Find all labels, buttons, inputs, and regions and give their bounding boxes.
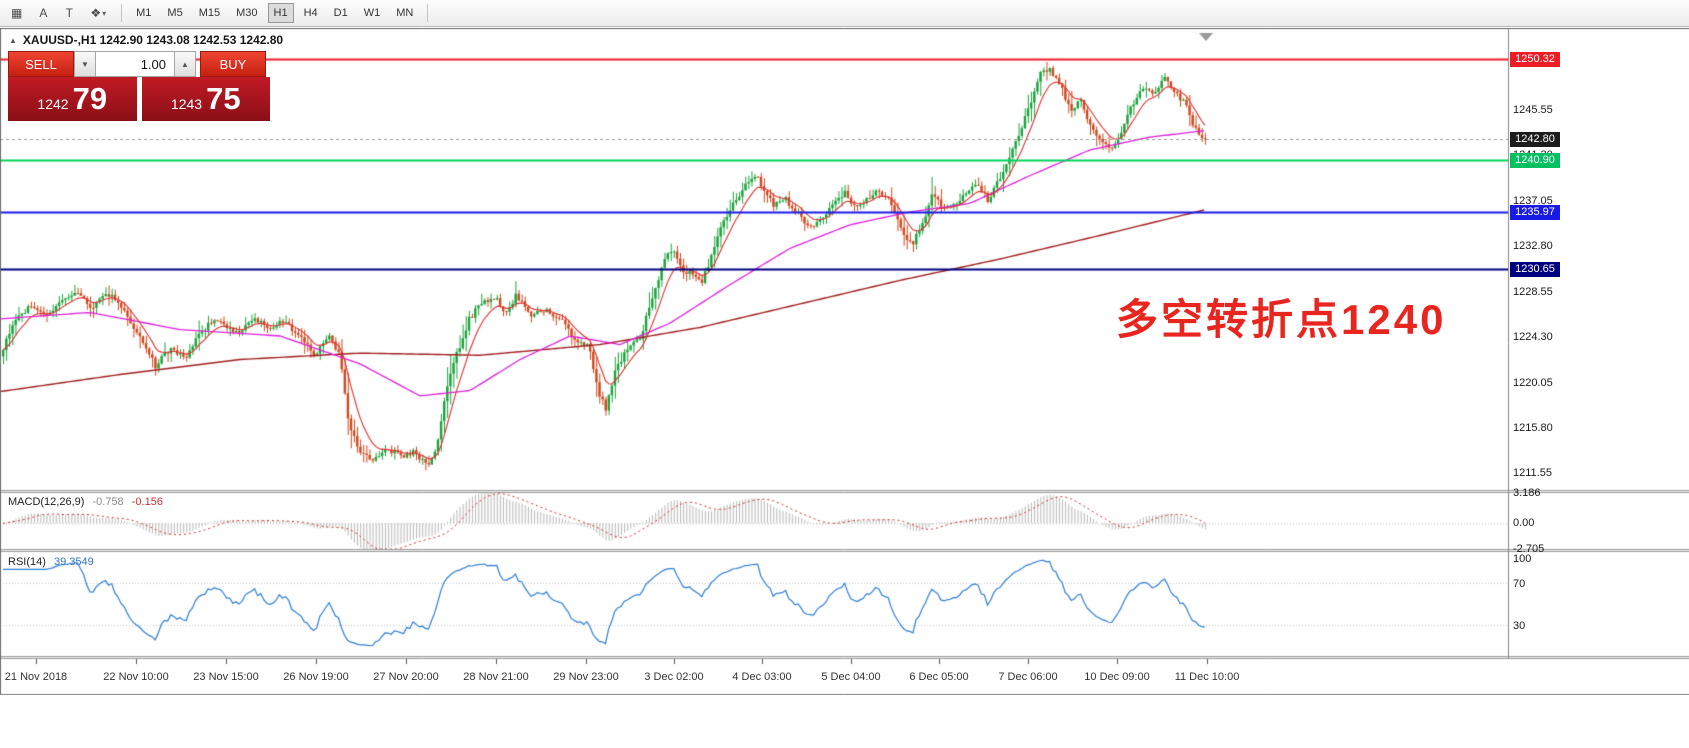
timeframe-w1[interactable]: W1 [358, 3, 387, 23]
volume-down-button[interactable]: ▼ [74, 51, 96, 77]
buy-price-box[interactable]: 1243 75 [141, 77, 270, 121]
timeframe-m15[interactable]: M15 [193, 3, 226, 23]
timeframe-m30[interactable]: M30 [230, 3, 263, 23]
sell-price-pips: 79 [72, 81, 108, 116]
toolbar-tools-group: ▦ A T ❖ ▾ [4, 2, 113, 24]
timeframe-m5[interactable]: M5 [161, 3, 188, 23]
buy-button[interactable]: BUY [200, 51, 266, 77]
caret-down-icon: ▼ [81, 59, 89, 69]
shapes-tool-icon[interactable]: ❖ ▾ [83, 2, 113, 24]
timeframe-group: M1 M5 M15 M30 H1 H4 D1 W1 MN [130, 3, 419, 23]
buy-price-pips: 75 [206, 81, 241, 116]
timeframe-mn[interactable]: MN [390, 3, 419, 23]
volume-up-button[interactable]: ▲ [174, 51, 196, 77]
toolbar: ▦ A T ❖ ▾ M1 M5 M15 M30 H1 H4 D1 W1 MN [0, 0, 1689, 27]
toolbar-separator [427, 4, 429, 22]
trade-prices-row: 1242 79 1243 75 [8, 77, 270, 121]
text-box-tool-icon[interactable]: T [57, 2, 81, 24]
timeframe-m1[interactable]: M1 [130, 3, 157, 23]
trade-controls-row: SELL ▼ ▲ BUY [8, 51, 270, 77]
caret-up-icon: ▲ [181, 59, 189, 69]
chart-text-annotation[interactable]: 多空转折点1240 [1116, 296, 1447, 343]
timeframe-h1[interactable]: H1 [267, 3, 294, 23]
toolbar-separator [121, 4, 123, 22]
sell-price-base: 1242 [37, 96, 69, 112]
text-label-tool-icon[interactable]: A [31, 2, 55, 24]
docking-grid-icon[interactable]: ▦ [4, 2, 29, 24]
timeframe-h4[interactable]: H4 [298, 3, 324, 23]
sell-button[interactable]: SELL [8, 51, 74, 77]
sell-price-box[interactable]: 1242 79 [8, 77, 137, 121]
timeframe-d1[interactable]: D1 [328, 3, 354, 23]
caret-down-icon: ▾ [102, 8, 107, 18]
volume-input[interactable] [96, 51, 174, 77]
one-click-trading-panel: SELL ▼ ▲ BUY 1242 79 1243 75 [8, 51, 270, 121]
buy-price-base: 1243 [170, 96, 203, 112]
chart-canvas[interactable] [0, 28, 1689, 695]
